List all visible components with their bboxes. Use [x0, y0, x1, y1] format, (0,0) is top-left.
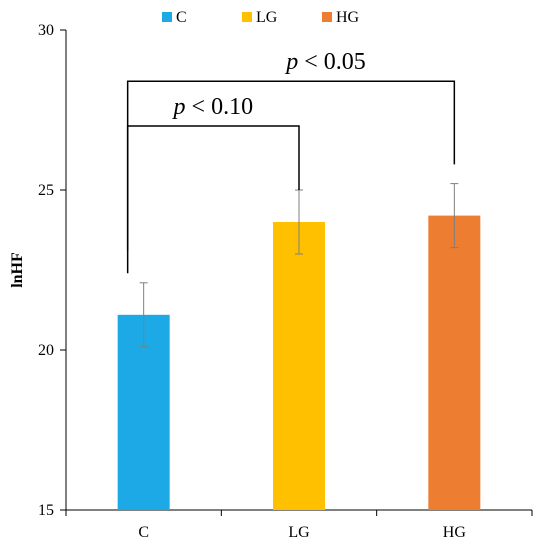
significance-annotations: p < 0.10p < 0.05	[126, 49, 456, 274]
x-tick-label: HG	[443, 524, 467, 541]
y-tick-label: 15	[38, 502, 54, 519]
x-tick-label: C	[138, 524, 149, 541]
x-tick-label: LG	[288, 524, 310, 541]
y-axis: 15 20 25 30	[38, 22, 67, 519]
y-tick-label: 20	[38, 342, 54, 359]
y-tick-label: 30	[38, 22, 54, 39]
legend-label: LG	[256, 9, 278, 26]
bars	[117, 215, 481, 510]
p-value-label: p < 0.10	[172, 94, 254, 120]
p-threshold: < 0.10	[186, 94, 254, 120]
legend-swatch-c	[162, 12, 172, 22]
significance-bracket	[126, 80, 456, 274]
p-symbol: p	[172, 94, 186, 120]
legend-swatch-lg	[242, 12, 252, 22]
p-threshold: < 0.05	[298, 49, 366, 75]
legend-swatch-hg	[322, 12, 332, 22]
bar-hg	[428, 215, 481, 510]
p-value-label: p < 0.05	[284, 49, 366, 75]
legend-label: HG	[336, 9, 360, 26]
y-tick-label: 25	[38, 182, 54, 199]
bar-lg	[273, 222, 325, 510]
bar-c	[117, 314, 170, 510]
x-axis: C LG HG	[65, 509, 533, 541]
p-symbol: p	[284, 49, 298, 75]
legend: C LG HG	[162, 9, 360, 26]
y-axis-label: lnHF	[9, 252, 26, 288]
legend-label: C	[176, 9, 187, 26]
